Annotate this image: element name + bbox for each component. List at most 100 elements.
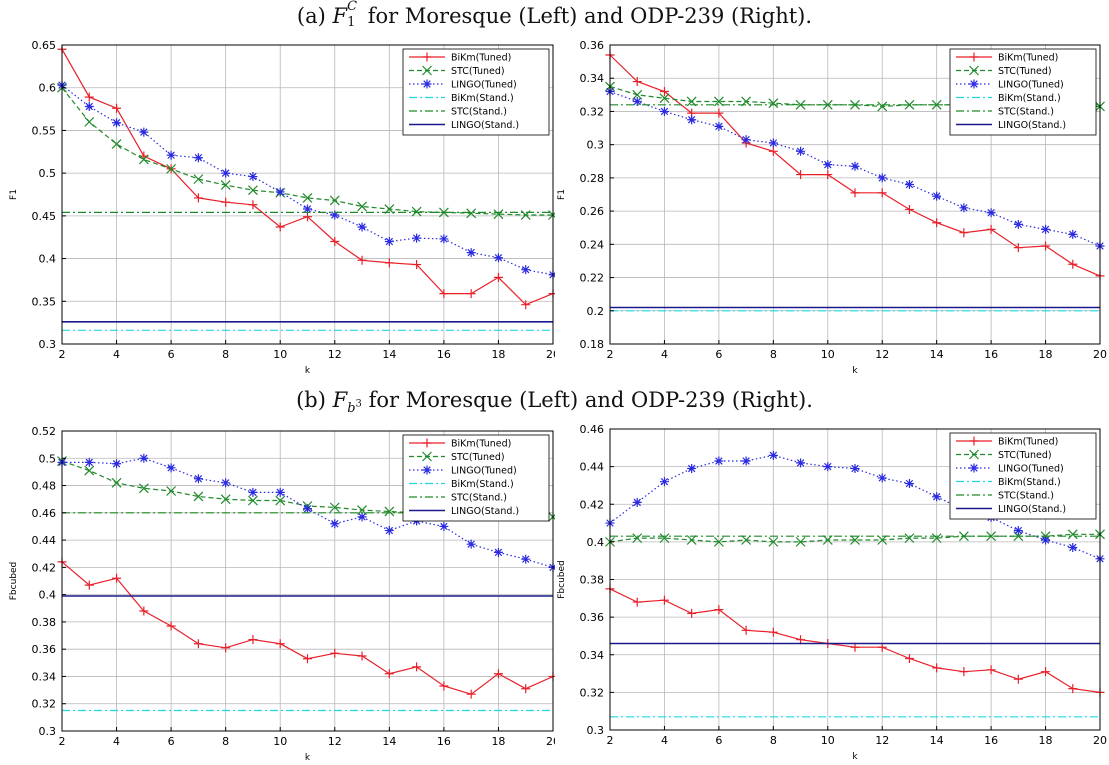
legend-label: BiKm(Tuned) xyxy=(998,53,1058,64)
x-tick-label: 18 xyxy=(1039,734,1053,747)
x-tick-label: 18 xyxy=(491,348,505,361)
chart-fb3-odp239: 2 4 6 8 10 12 14 16 18 20 0.3 0.32 0.34 0.36 0.38 0.4 0.… xyxy=(557,423,1107,762)
legend: BiKm(Tuned) STC(Tuned) LINGO(Tuned) BiKm(St… xyxy=(402,434,550,522)
x-tick-label: 2 xyxy=(59,348,66,361)
data-point xyxy=(822,99,833,110)
data-point xyxy=(84,457,94,467)
legend-label: LINGO(Tuned) xyxy=(451,80,517,91)
legend-item: BiKm(Tuned) xyxy=(956,436,1058,448)
data-point xyxy=(1067,529,1078,540)
data-point xyxy=(959,667,969,677)
x-axis-label: k xyxy=(852,366,858,376)
legend-label: LINGO(Stand.) xyxy=(998,504,1066,515)
y-tick-label: 0.38 xyxy=(32,616,57,629)
data-point xyxy=(275,639,285,649)
legend-marker xyxy=(422,451,432,462)
legend-box xyxy=(949,432,1097,520)
caption-f1-symbol: F xyxy=(332,4,348,28)
data-point xyxy=(493,253,503,263)
y-tick-label: 0.34 xyxy=(580,72,605,85)
data-point xyxy=(384,506,395,517)
x-tick-label: 8 xyxy=(770,348,777,361)
x-tick-label: 2 xyxy=(607,734,614,747)
data-point xyxy=(275,222,285,232)
caption-fb3: (b) Fb3 for Moresque (Left) and ODP-239 … xyxy=(0,388,1109,416)
data-point xyxy=(741,625,751,635)
data-point xyxy=(986,665,996,675)
data-point xyxy=(84,465,95,476)
data-point xyxy=(112,459,122,469)
legend-box xyxy=(949,48,1097,136)
caption-fb3-sub: b xyxy=(347,401,356,417)
legend-item: STC(Tuned) xyxy=(409,451,505,463)
legend: BiKm(Tuned) STC(Tuned) LINGO(Tuned) BiKm(St… xyxy=(949,48,1097,136)
y-tick-label: 0.46 xyxy=(32,507,57,520)
x-axis-label: k xyxy=(852,752,858,762)
data-point xyxy=(220,180,231,191)
data-point xyxy=(139,127,149,137)
data-point xyxy=(823,160,833,170)
data-point xyxy=(275,495,286,506)
data-point xyxy=(714,108,724,118)
y-tick-label: 0.44 xyxy=(32,534,57,547)
y-tick-label: 0.48 xyxy=(32,480,57,493)
x-tick-label: 10 xyxy=(273,348,287,361)
legend-item: BiKm(Stand.) xyxy=(409,479,514,490)
data-point xyxy=(959,203,969,213)
data-point xyxy=(412,662,422,672)
data-point xyxy=(877,101,888,112)
legend-label: STC(Stand.) xyxy=(451,493,507,504)
data-point xyxy=(84,580,94,590)
legend-label: STC(Stand.) xyxy=(998,491,1054,502)
data-point xyxy=(111,139,122,150)
legend-item: LINGO(Tuned) xyxy=(409,79,517,91)
series-group xyxy=(605,450,1105,718)
legend-marker xyxy=(969,52,979,62)
legend-label: STC(Stand.) xyxy=(451,107,507,118)
data-point xyxy=(659,533,670,544)
x-tick-label: 20 xyxy=(1093,348,1107,361)
data-point xyxy=(632,77,642,87)
legend-label: BiKm(Stand.) xyxy=(998,93,1061,104)
x-tick-label: 18 xyxy=(1039,348,1053,361)
y-tick-label: 0.65 xyxy=(32,39,57,52)
data-point xyxy=(412,260,422,270)
data-point xyxy=(466,689,476,699)
data-point xyxy=(248,487,258,497)
series-line xyxy=(61,561,554,695)
data-point xyxy=(1013,219,1023,229)
y-tick-label: 0.4 xyxy=(587,536,605,549)
data-point xyxy=(384,669,394,679)
caption-f1-sub: 1 xyxy=(347,15,356,30)
data-point xyxy=(931,533,942,544)
x-tick-label: 20 xyxy=(546,348,555,361)
data-point xyxy=(193,193,203,203)
data-point xyxy=(248,635,258,645)
data-point xyxy=(330,648,340,658)
legend-item: BiKm(Tuned) xyxy=(409,52,511,64)
data-point xyxy=(877,188,887,198)
x-tick-label: 14 xyxy=(930,734,944,747)
data-point xyxy=(850,161,860,171)
data-point xyxy=(466,208,477,219)
data-point xyxy=(166,163,177,174)
x-tick-label: 16 xyxy=(984,734,998,747)
data-point xyxy=(1013,526,1023,536)
data-point xyxy=(248,172,258,182)
legend: BiKm(Tuned) STC(Tuned) LINGO(Tuned) BiKm(St… xyxy=(402,48,550,136)
legend-marker xyxy=(969,436,979,446)
legend-item: STC(Stand.) xyxy=(956,491,1054,502)
legend-marker xyxy=(422,79,432,89)
legend-marker xyxy=(969,449,979,460)
x-tick-label: 12 xyxy=(328,735,342,748)
data-point xyxy=(493,209,504,220)
legend-item: BiKm(Stand.) xyxy=(409,93,514,104)
x-tick-label: 4 xyxy=(113,348,120,361)
y-tick-label: 0.6 xyxy=(39,82,57,95)
data-point xyxy=(796,170,806,180)
data-point xyxy=(330,236,340,246)
legend-label: BiKm(Stand.) xyxy=(451,93,514,104)
axes-frame xyxy=(61,44,554,345)
y-tick-label: 0.4 xyxy=(39,589,57,602)
data-point xyxy=(850,535,860,545)
